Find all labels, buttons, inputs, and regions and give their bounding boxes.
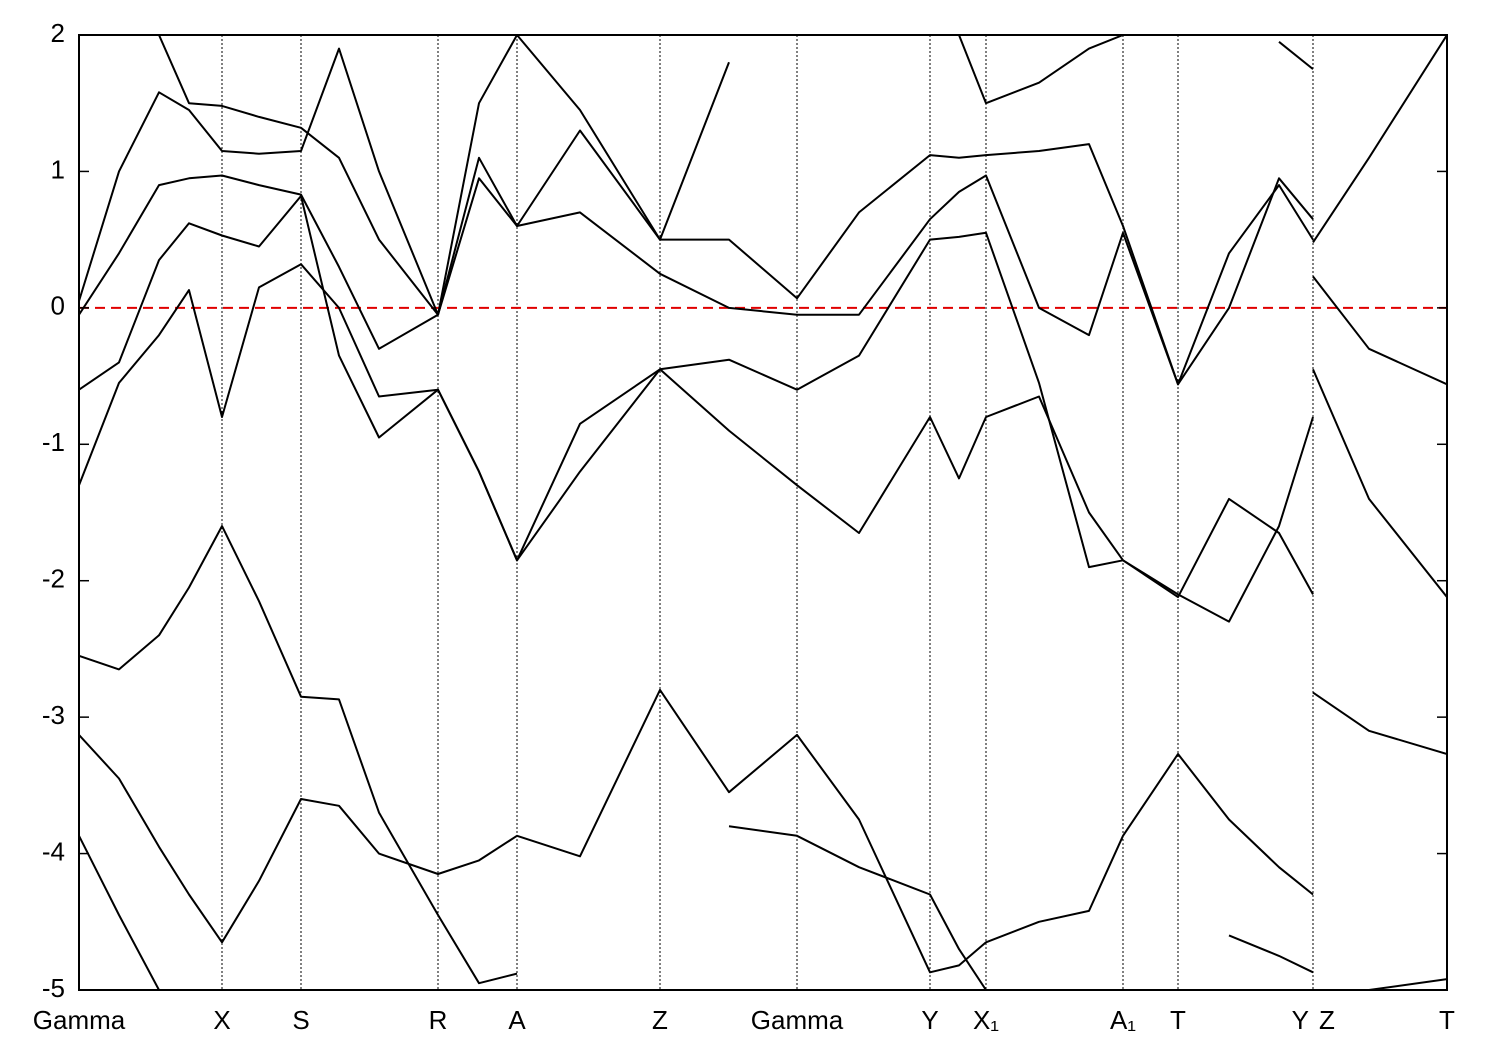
x-tick-label: X₁ (973, 1005, 999, 1035)
bands (79, 35, 1447, 990)
x-tick-label: T (1439, 1005, 1455, 1035)
x-tick-label: T (1170, 1005, 1186, 1035)
band (79, 525, 1447, 990)
x-tick-label: Gamma (751, 1005, 844, 1035)
x-tick-label: Gamma (33, 1005, 126, 1035)
grid (78, 35, 1448, 990)
y-tick-label: -4 (42, 836, 65, 866)
plot-frame (78, 34, 1448, 991)
x-tick-label: Z (652, 1005, 668, 1035)
band (158, 35, 1314, 316)
x-tick-label: A₁ (1110, 1005, 1136, 1035)
y-tick-label: 1 (51, 154, 65, 184)
band (79, 263, 1447, 623)
y-tick-label: -5 (42, 973, 65, 1003)
x-tick-label: R (429, 1005, 448, 1035)
band (79, 35, 1447, 386)
band (79, 195, 1447, 599)
x-tick-label: Y (921, 1005, 938, 1035)
x-tick-label: Z (1319, 1005, 1335, 1035)
band (79, 835, 160, 990)
y-tick-label: 2 (51, 18, 65, 48)
band (79, 47, 1314, 386)
x-tick-label: A (508, 1005, 526, 1035)
x-tick-label: Y (1292, 1005, 1309, 1035)
y-tick-label: 0 (51, 291, 65, 321)
x-tick-label: S (292, 1005, 309, 1035)
x-tick-label: X (213, 1005, 230, 1035)
y-tick-label: -1 (42, 427, 65, 457)
band (79, 688, 1447, 974)
y-tick-label: -3 (42, 700, 65, 730)
y-tick-label: -2 (42, 564, 65, 594)
